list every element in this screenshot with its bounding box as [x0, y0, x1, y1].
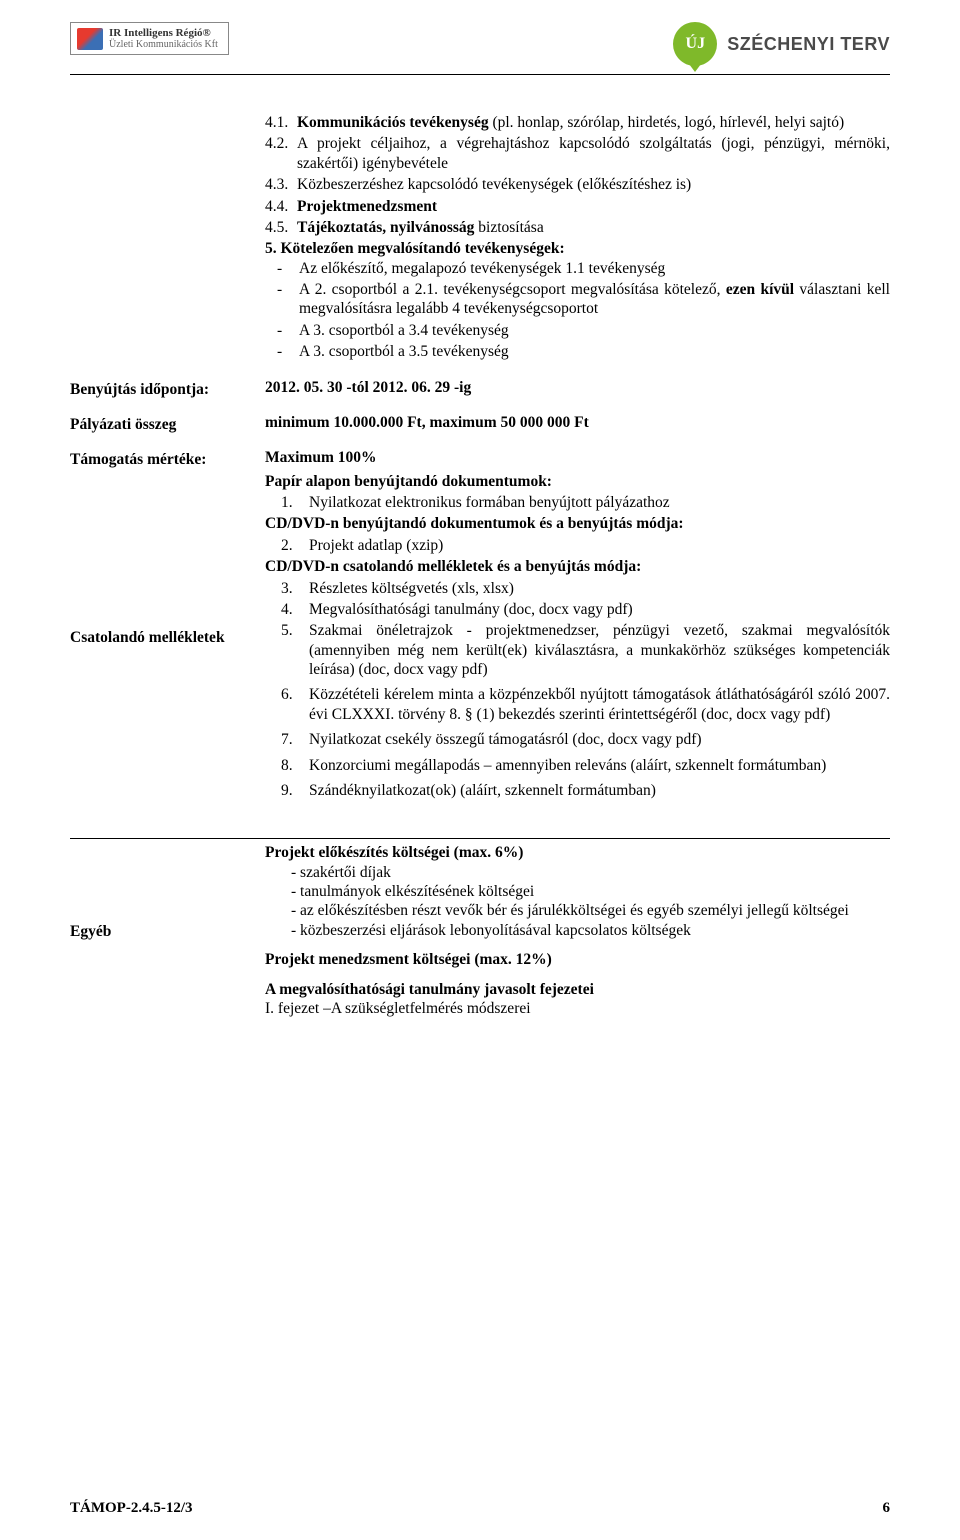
list-item: A 3. csoportból a 3.4 tevékenység	[299, 321, 890, 340]
list-item: 4.3.Közbeszerzéshez kapcsolódó tevékenys…	[297, 175, 890, 194]
list-item: - tanulmányok elkészítésének költségei	[291, 882, 890, 901]
szechenyi-text: SZÉCHENYI TERV	[727, 33, 890, 56]
header-rule	[70, 74, 890, 75]
mid-rule	[70, 838, 890, 839]
logo-left-text: IR Intelligens Régió® Üzleti Kommunikáci…	[109, 27, 218, 50]
egyeb-h3: A megvalósíthatósági tanulmány javasolt …	[265, 980, 890, 999]
ir-logo-icon	[77, 28, 103, 50]
list-item: - közbeszerzési eljárások lebonyolításáv…	[291, 921, 890, 940]
cs-heading-3: CD/DVD-n csatolandó mellékletek és a ben…	[265, 557, 890, 576]
value-benyujtas: 2012. 05. 30 -tól 2012. 06. 29 -ig	[265, 378, 890, 399]
footer-left: TÁMOP-2.4.5-12/3	[70, 1499, 192, 1518]
list-item: 7.Nyilatkozat csekély összegű támogatásr…	[309, 730, 890, 749]
list-item: 5.Szakmai önéletrajzok - projektmenedzse…	[309, 621, 890, 679]
egyeb-dashlist: - szakértői díjak- tanulmányok elkészíté…	[265, 863, 890, 941]
list-item: 8.Konzorciumi megállapodás – amennyiben …	[309, 756, 890, 775]
egyeb-h2: Projekt menedzsment költségei (max. 12%)	[265, 950, 890, 969]
logo-left-line1: IR Intelligens Régió®	[109, 27, 218, 39]
label-egyeb: Egyéb	[70, 920, 255, 941]
cs-heading-2: CD/DVD-n benyújtandó dokumentumok és a b…	[265, 514, 890, 533]
page-number: 6	[883, 1499, 891, 1518]
row-egyéb: Egyéb Projekt előkészítés költségei (max…	[70, 843, 890, 1018]
list-item: 4.2.A projekt céljaihoz, a végrehajtásho…	[297, 134, 890, 173]
row-csatolando: Csatolandó mellékletek Papír alapon beny…	[70, 472, 890, 803]
list-item: Az előkészítő, megalapozó tevékenységek …	[299, 259, 890, 278]
bold-phrase: ezen kívül	[726, 281, 794, 298]
egyeb-i3: I. fejezet –A szükségletfelmérés módszer…	[265, 999, 890, 1018]
mandatory-heading: 5. Kötelezően megvalósítandó tevékenység…	[265, 239, 890, 258]
list-item: 4.5.Tájékoztatás, nyilvánosság biztosítá…	[297, 218, 890, 237]
row-palyazati: Pályázati összeg minimum 10.000.000 Ft, …	[70, 413, 890, 434]
activity-list: 4.1.Kommunikációs tevékenység (pl. honla…	[265, 113, 890, 237]
csatolando-content: Papír alapon benyújtandó dokumentumok: 1…	[265, 472, 890, 803]
uj-badge-text: ÚJ	[686, 34, 706, 54]
logo-right: ÚJ SZÉCHENYI TERV	[673, 22, 890, 66]
label-palyazati: Pályázati összeg	[70, 413, 255, 434]
list-item: A 3. csoportból a 3.5 tevékenység	[299, 342, 890, 361]
label-benyujtas: Benyújtás időpontja:	[70, 378, 255, 399]
value-tamogatas: Maximum 100%	[265, 448, 890, 469]
list-item: 1.Nyilatkozat elektronikus formában beny…	[309, 493, 890, 512]
header: IR Intelligens Régió® Üzleti Kommunikáci…	[70, 22, 890, 66]
cs-heading-1: Papír alapon benyújtandó dokumentumok:	[265, 472, 890, 491]
list-item: 9.Szándéknyilatkozat(ok) (aláírt, szkenn…	[309, 781, 890, 800]
logo-left: IR Intelligens Régió® Üzleti Kommunikáci…	[70, 22, 229, 55]
list-item: - az előkészítésben részt vevők bér és j…	[291, 901, 890, 920]
egyeb-h1: Projekt előkészítés költségei (max. 6%)	[265, 843, 890, 862]
row-benyujtas: Benyújtás időpontja: 2012. 05. 30 -tól 2…	[70, 378, 890, 399]
footer: TÁMOP-2.4.5-12/3 6	[70, 1499, 890, 1518]
logo-left-line2: Üzleti Kommunikációs Kft	[109, 39, 218, 50]
value-palyazati: minimum 10.000.000 Ft, maximum 50 000 00…	[265, 413, 890, 434]
list-item: 6.Közzétételi kérelem minta a közpénzekb…	[309, 685, 890, 724]
egyeb-content: Projekt előkészítés költségei (max. 6%) …	[265, 843, 890, 1018]
list-item: 4.Megvalósíthatósági tanulmány (doc, doc…	[309, 600, 890, 619]
row-tamogatas: Támogatás mértéke: Maximum 100%	[70, 448, 890, 469]
list-item: A 2. csoportból a 2.1. tevékenységcsopor…	[299, 280, 890, 319]
uj-badge-icon: ÚJ	[673, 22, 717, 66]
list-item: 3.Részletes költségvetés (xls, xlsx)	[309, 579, 890, 598]
cs-list-3: 3.Részletes költségvetés (xls, xlsx) 4.Me…	[265, 579, 890, 801]
top-block: 4.1.Kommunikációs tevékenység (pl. honla…	[70, 113, 890, 364]
label-csatolando: Csatolandó mellékletek	[70, 626, 255, 647]
list-item: - szakértői díjak	[291, 863, 890, 882]
list-item: 4.1.Kommunikációs tevékenység (pl. honla…	[297, 113, 890, 132]
mandatory-dash-list: Az előkészítő, megalapozó tevékenységek …	[265, 259, 890, 362]
list-item: 2.Projekt adatlap (xzip)	[309, 536, 890, 555]
list-item: 4.4.Projektmenedzsment	[297, 197, 890, 216]
label-tamogatas: Támogatás mértéke:	[70, 448, 255, 469]
